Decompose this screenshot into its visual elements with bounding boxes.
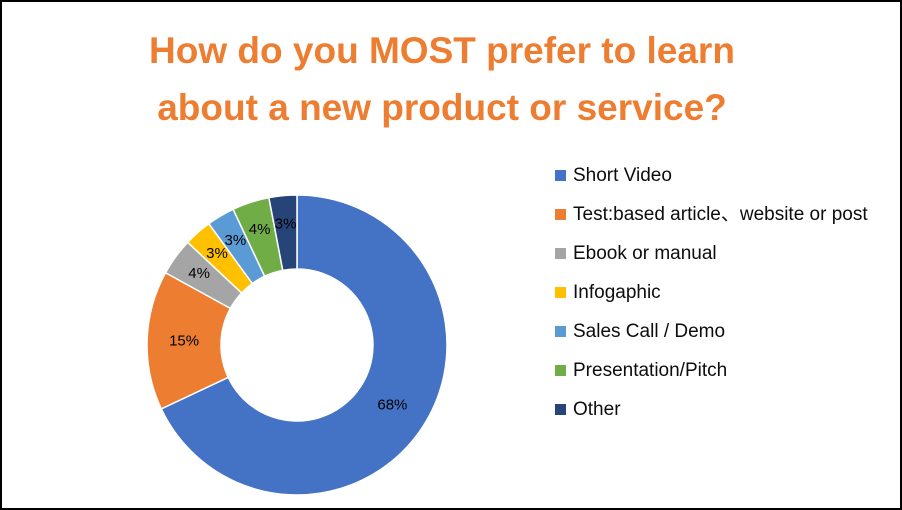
slice-label: 15% (169, 332, 199, 349)
slice-label: 3% (225, 232, 247, 249)
legend-label: Test:based article、website or post (573, 204, 868, 225)
legend-swatch-icon (555, 248, 566, 259)
legend-label: Short Video (573, 165, 672, 186)
slice-label: 4% (188, 265, 210, 282)
slice-label: 3% (206, 245, 228, 262)
legend-swatch-icon (555, 404, 566, 415)
legend-item-other: Other (555, 398, 868, 421)
chart-title: How do you MOST prefer to learn about a … (2, 22, 882, 137)
legend-item-sales-call-demo: Sales Call / Demo (555, 320, 868, 343)
legend-swatch-icon (555, 365, 566, 376)
legend-item-infographic: Infogaphic (555, 281, 868, 304)
slice-label: 4% (249, 221, 271, 238)
legend-swatch-icon (555, 326, 566, 337)
legend-item-short-video: Short Video (555, 164, 868, 187)
pie-slice-6 (268, 194, 298, 272)
legend-label: Other (573, 399, 621, 420)
legend-item-text-based-article: Test:based article、website or post (555, 203, 868, 226)
legend-label: Presentation/Pitch (573, 360, 728, 381)
donut-chart: 68% 15% 4% 3% 3% 4% 3% (142, 190, 452, 500)
chart-title-line1: How do you MOST prefer to learn (149, 30, 735, 71)
legend-item-presentation-pitch: Presentation/Pitch (555, 359, 868, 382)
chart-title-line2: about a new product or service? (157, 87, 727, 129)
legend-label: Infogaphic (573, 282, 661, 303)
slice-label: 68% (377, 396, 407, 413)
legend-label: Ebook or manual (573, 243, 717, 264)
chart-legend: Short Video Test:based article、website o… (555, 164, 868, 437)
legend-swatch-icon (555, 209, 566, 220)
legend-swatch-icon (555, 170, 566, 181)
legend-label: Sales Call / Demo (573, 321, 726, 342)
pie-slice-0 (160, 194, 448, 496)
slice-label: 3% (275, 215, 297, 232)
legend-swatch-icon (555, 287, 566, 298)
legend-item-ebook-or-manual: Ebook or manual (555, 242, 868, 265)
donut-chart-svg: 68%15%4%3%3%4% 3% (146, 194, 448, 496)
